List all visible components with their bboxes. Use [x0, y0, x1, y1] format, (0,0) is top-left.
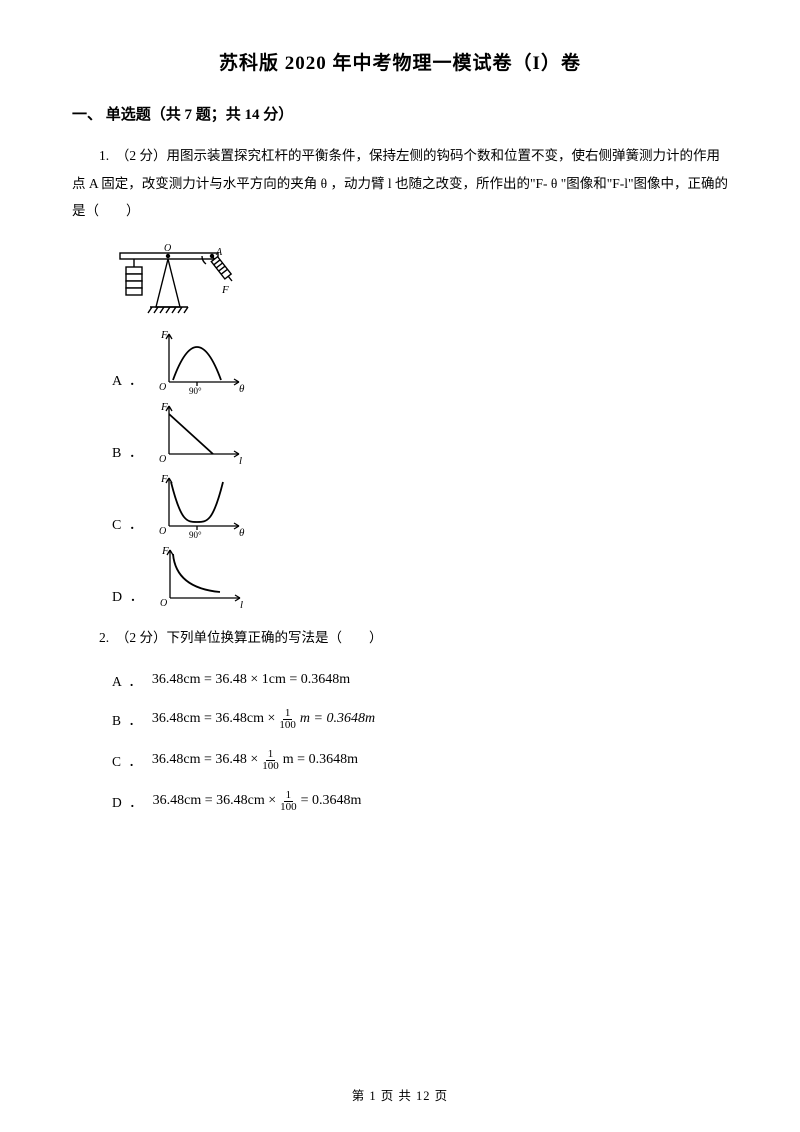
q1-option-b: B ． F l O — [112, 400, 728, 466]
graph-d: F l O — [156, 544, 248, 610]
q2-option-b: B ． 36.48cm = 36.48cm × 1100 m = 0.3648m — [112, 708, 728, 731]
svg-text:F: F — [161, 545, 169, 557]
q2-formula-b: 36.48cm = 36.48cm × 1100 m = 0.3648m — [152, 708, 375, 731]
q1-text: 1. （2 分）用图示装置探究杠杆的平衡条件，保持左侧的钩码个数和位置不变，使右… — [72, 142, 728, 225]
svg-text:O: O — [159, 454, 166, 465]
option-label-d: D ． — [112, 586, 146, 610]
svg-text:F: F — [221, 284, 229, 296]
graph-c: F θ O 90° — [155, 472, 247, 538]
svg-text:l: l — [239, 455, 242, 466]
q2-label-d: D ． — [112, 791, 145, 811]
graph-a: F θ O 90° — [155, 328, 247, 394]
q1-option-c: C ． F θ O 90° — [112, 472, 728, 538]
svg-text:O: O — [164, 243, 171, 254]
q2-text: 2. （2 分）下列单位换算正确的写法是（ ） — [72, 624, 728, 652]
q2-formula-a: 36.48cm = 36.48 × 1cm = 0.3648m — [152, 672, 350, 688]
svg-text:l: l — [240, 599, 243, 610]
page-footer: 第 1 页 共 12 页 — [0, 1085, 800, 1104]
svg-text:O: O — [160, 598, 167, 609]
svg-text:90°: 90° — [189, 530, 202, 538]
svg-text:F: F — [160, 473, 168, 485]
q2-label-a: A ． — [112, 670, 144, 690]
exam-title: 苏科版 2020 年中考物理一模试卷（I）卷 — [72, 48, 728, 75]
q2-option-d: D ． 36.48cm = 36.48cm × 1100 = 0.3648m — [112, 790, 728, 813]
svg-text:A: A — [215, 247, 223, 258]
option-label-b: B ． — [112, 442, 145, 466]
svg-text:F: F — [160, 329, 168, 341]
svg-text:O: O — [159, 382, 166, 393]
svg-text:θ: θ — [239, 527, 245, 538]
q1-option-a: A ． F θ O 90° — [112, 328, 728, 394]
q2-label-c: C ． — [112, 750, 144, 770]
q2-option-a: A ． 36.48cm = 36.48 × 1cm = 0.3648m — [112, 670, 728, 690]
svg-text:O: O — [159, 526, 166, 537]
q1-apparatus-diagram: O A — [112, 243, 728, 320]
option-label-a: A ． — [112, 370, 145, 394]
svg-text:θ: θ — [239, 383, 245, 394]
section-header: 一、 单选题（共 7 题；共 14 分） — [72, 103, 728, 124]
svg-text:90°: 90° — [189, 386, 202, 394]
q1-option-d: D ． F l O — [112, 544, 728, 610]
q2-formula-c: 36.48cm = 36.48 × 1100 m = 0.3648m — [152, 749, 358, 772]
q2-formula-d: 36.48cm = 36.48cm × 1100 = 0.3648m — [153, 790, 362, 813]
q2-label-b: B ． — [112, 709, 144, 729]
graph-b: F l O — [155, 400, 247, 466]
q2-option-c: C ． 36.48cm = 36.48 × 1100 m = 0.3648m — [112, 749, 728, 772]
option-label-c: C ． — [112, 514, 145, 538]
svg-text:F: F — [160, 401, 168, 413]
